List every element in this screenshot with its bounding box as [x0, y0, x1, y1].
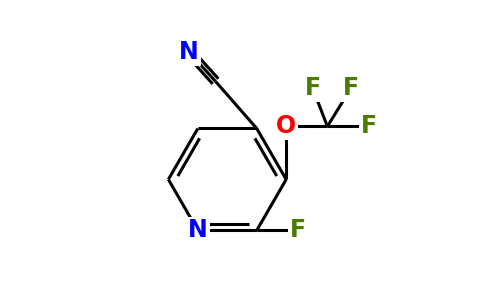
Text: F: F — [304, 76, 321, 100]
Text: F: F — [290, 218, 306, 242]
Text: O: O — [276, 114, 296, 138]
Text: F: F — [343, 76, 359, 100]
Text: F: F — [361, 114, 377, 138]
Text: N: N — [179, 40, 199, 64]
Text: N: N — [188, 218, 208, 242]
